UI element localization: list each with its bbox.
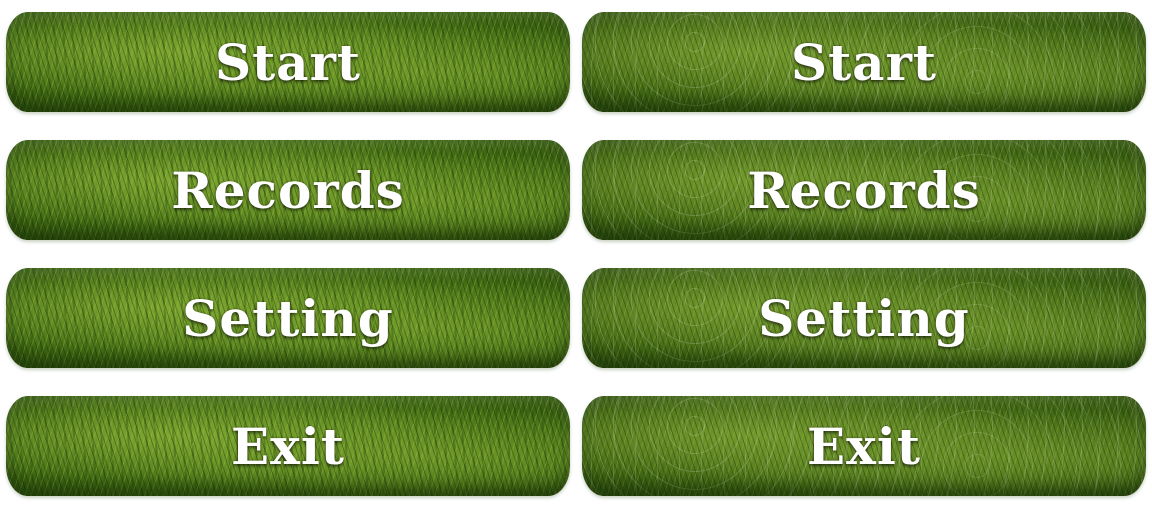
exit-button-hover[interactable]: Exit (582, 396, 1146, 496)
records-button-label: Records (171, 160, 405, 220)
records-button[interactable]: Records (6, 140, 570, 240)
setting-button-hover[interactable]: Setting (582, 268, 1146, 368)
start-button-label: Start (214, 32, 362, 92)
exit-button-hover-label: Exit (806, 416, 921, 476)
menu-buttons-hover: Start Records Setting Exit (578, 0, 1150, 512)
records-button-hover[interactable]: Records (582, 140, 1146, 240)
records-button-hover-label: Records (747, 160, 981, 220)
exit-button[interactable]: Exit (6, 396, 570, 496)
setting-button[interactable]: Setting (6, 268, 570, 368)
start-button[interactable]: Start (6, 12, 570, 112)
setting-button-hover-label: Setting (758, 288, 970, 348)
start-button-hover[interactable]: Start (582, 12, 1146, 112)
start-button-hover-label: Start (790, 32, 938, 92)
setting-button-label: Setting (182, 288, 394, 348)
exit-button-label: Exit (230, 416, 345, 476)
menu-buttons-normal: Start Records Setting Exit (2, 0, 574, 512)
